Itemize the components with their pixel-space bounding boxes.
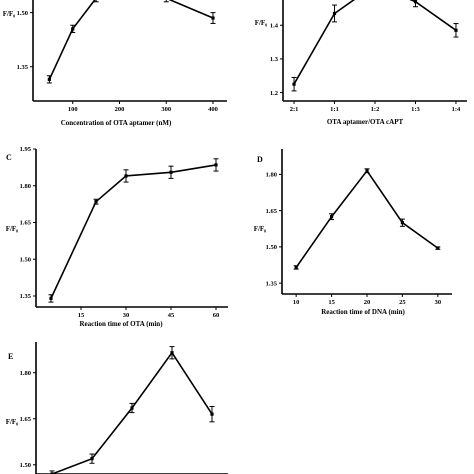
y-tick-label-d: 1.80 <box>266 172 277 179</box>
y-tick-label-b: 1.2 <box>270 90 278 97</box>
ylabel-b: F/F₀ <box>255 19 268 27</box>
y-tick-label-c: 1.80 <box>20 183 31 190</box>
panel-c: C F/F₀ Reaction time of OTA (min) <box>6 153 164 328</box>
data-point-b <box>332 11 337 16</box>
plot-c: 1.35 1.50 1.65 1.80 1.95 15 30 45 60 <box>20 146 228 319</box>
series-a <box>46 0 216 84</box>
series-c <box>48 158 219 303</box>
xlabel-a: Concentration of OTA aptamer (nM) <box>61 119 172 127</box>
y-tick-label-c: 1.50 <box>20 256 31 263</box>
data-point-d <box>294 265 298 270</box>
xlabel-b: OTA aptamer/OTA cAPT <box>327 118 404 126</box>
y-tick-label-d: 1.65 <box>266 208 278 215</box>
xlabel-c: Reaction time of OTA (min) <box>79 320 163 328</box>
x-tick-label-c: 45 <box>168 312 175 319</box>
data-point-a <box>71 27 75 31</box>
x-tick-label-b: 2:1 <box>290 106 299 113</box>
series-line-a <box>48 0 214 80</box>
plot-d: 1.35 1.50 1.65 1.80 10 15 20 25 30 <box>266 149 452 306</box>
y-tick-label-e: 1.65 <box>20 416 32 423</box>
data-point-c <box>94 200 98 204</box>
panel-label-c: C <box>6 153 12 162</box>
x-tick-label-a: 400 <box>208 106 218 113</box>
data-point-a <box>47 77 51 81</box>
ylabel-c: F/F₀ <box>6 225 19 233</box>
ylabel-d: F/F₀ <box>254 225 267 233</box>
x-tick-label-d: 10 <box>293 299 300 306</box>
data-point-c <box>49 296 53 301</box>
x-tick-label-d: 20 <box>364 299 371 306</box>
y-tick-label-e: 1.50 <box>20 462 31 469</box>
x-tick-label-a: 100 <box>68 106 78 113</box>
series-d <box>293 168 441 270</box>
y-tick-label-b: 1.3 <box>270 56 279 63</box>
y-tick-label-d: 1.35 <box>266 280 278 287</box>
data-point-d <box>365 169 369 173</box>
data-point-c <box>214 163 218 167</box>
plot-a: 1.35 1.50 100 200 300 400 <box>17 0 227 113</box>
panel-d: D F/F₀ Reaction time of DNA (min) <box>254 155 406 316</box>
x-tick-label-b: 1:1 <box>330 106 339 113</box>
panel-b: F/F₀ OTA aptamer/OTA cAPT <box>255 19 404 126</box>
data-point-e <box>130 406 134 410</box>
series-e <box>49 346 215 474</box>
panel-a: F/F₀ Concentration of OTA aptamer (nM) <box>3 10 172 127</box>
y-tick-label-c: 1.35 <box>20 293 32 300</box>
x-tick-label-a: 200 <box>115 106 125 113</box>
data-point-c <box>124 174 128 178</box>
x-tick-label-c: 60 <box>213 312 220 319</box>
x-tick-label-c: 15 <box>78 312 85 319</box>
series-b <box>291 0 459 92</box>
data-point-b <box>454 28 458 32</box>
x-tick-label-d: 25 <box>399 299 406 306</box>
y-tick-label-c: 1.95 <box>20 146 32 153</box>
y-tick-label-a: 1.35 <box>17 64 29 71</box>
x-tick-label-d: 30 <box>435 299 442 306</box>
y-tick-label-a: 1.50 <box>17 10 28 17</box>
data-point-a <box>211 16 215 20</box>
panel-label-e: E <box>8 352 13 361</box>
data-point-d <box>436 246 440 250</box>
x-tick-label-b: 1:4 <box>452 106 461 113</box>
y-tick-label-c: 1.65 <box>20 220 32 227</box>
data-point-e <box>50 472 54 474</box>
ylabel-e: F/F₀ <box>6 418 19 426</box>
x-tick-label-b: 1:3 <box>411 106 420 113</box>
y-tick-label-e: 1.80 <box>20 370 31 377</box>
data-point-b <box>292 82 296 86</box>
ylabel-a: F/F₀ <box>3 10 16 18</box>
xlabel-d: Reaction time of DNA (min) <box>321 308 405 316</box>
data-point-d <box>400 221 405 225</box>
y-tick-label-b: 1.4 <box>270 22 279 29</box>
plot-b: 1.2 1.3 1.4 2:1 1:1 1:2 1:3 1:4 <box>270 0 467 113</box>
data-point-b <box>413 0 418 4</box>
data-point-e <box>210 412 214 416</box>
panel-label-d: D <box>257 155 263 164</box>
data-point-c <box>169 170 173 174</box>
data-point-d <box>329 215 334 219</box>
x-tick-label-c: 30 <box>123 312 130 319</box>
plot-e: 1.50 1.65 1.80 <box>20 342 228 474</box>
x-tick-label-a: 300 <box>161 106 171 113</box>
data-point-e <box>170 351 174 355</box>
data-point-e <box>90 457 94 461</box>
y-tick-label-d: 1.50 <box>266 244 277 251</box>
series-line-b <box>293 0 457 85</box>
x-tick-label-d: 15 <box>328 299 335 306</box>
x-tick-label-b: 1:2 <box>371 106 380 113</box>
panel-e: E F/F₀ <box>6 352 19 426</box>
